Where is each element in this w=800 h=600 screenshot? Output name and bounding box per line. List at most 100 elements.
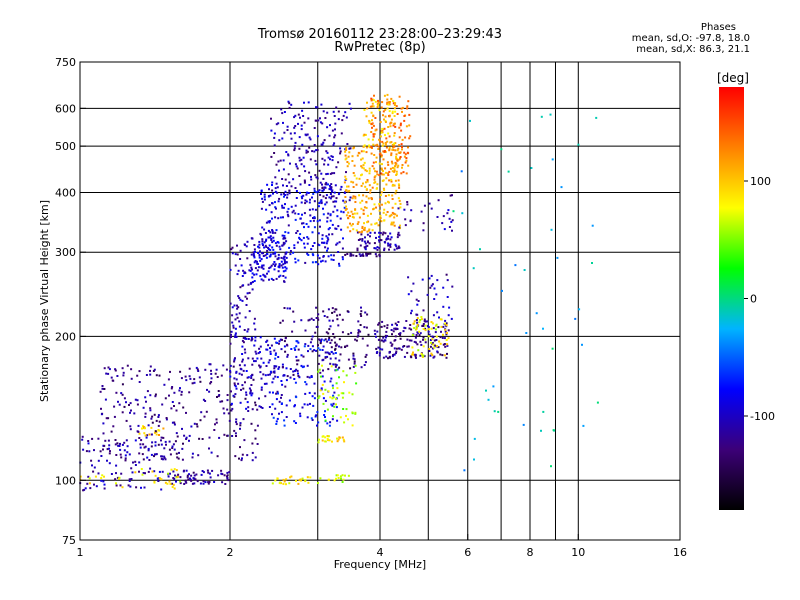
- x-tick-label: 8: [527, 546, 534, 559]
- data-point: [178, 402, 181, 405]
- data-point: [371, 138, 374, 141]
- data-point: [239, 249, 242, 252]
- data-point: [268, 236, 271, 239]
- data-point: [202, 398, 205, 401]
- data-point: [138, 470, 140, 473]
- data-point: [424, 338, 427, 341]
- data-point: [379, 217, 382, 220]
- data-point: [297, 341, 300, 344]
- data-point: [251, 281, 254, 283]
- data-point: [165, 443, 167, 446]
- data-point: [252, 254, 255, 257]
- data-point: [387, 126, 390, 128]
- data-point: [378, 174, 381, 177]
- data-point: [301, 197, 304, 200]
- data-point: [298, 236, 301, 239]
- data-point: [365, 151, 368, 154]
- data-point: [294, 163, 297, 166]
- data-point: [151, 441, 154, 444]
- data-point: [294, 404, 296, 407]
- data-point: [399, 124, 402, 127]
- data-point: [336, 215, 339, 218]
- data-point: [305, 200, 308, 203]
- data-point: [105, 417, 108, 420]
- data-point: [292, 370, 295, 373]
- data-point: [302, 365, 305, 368]
- data-point: [393, 339, 396, 342]
- data-point: [216, 455, 219, 458]
- data-point: [170, 387, 173, 390]
- data-point: [354, 364, 357, 367]
- data-point: [154, 474, 157, 477]
- data-point: [366, 179, 369, 181]
- data-point: [294, 422, 297, 424]
- data-point: [452, 210, 455, 213]
- data-point: [284, 194, 287, 196]
- data-point: [463, 469, 466, 472]
- data-point: [386, 324, 389, 327]
- data-point: [247, 338, 250, 340]
- data-point: [369, 231, 372, 234]
- data-point: [275, 244, 278, 247]
- data-point: [325, 194, 328, 197]
- data-point: [316, 177, 319, 180]
- data-point: [351, 424, 354, 427]
- data-point: [401, 110, 403, 113]
- data-point: [99, 450, 102, 453]
- data-point: [216, 376, 219, 378]
- data-point: [321, 237, 324, 240]
- data-point: [112, 425, 115, 428]
- data-point: [274, 479, 277, 482]
- data-point: [177, 457, 180, 460]
- data-point: [161, 403, 164, 406]
- data-point: [324, 246, 327, 249]
- data-point: [271, 241, 274, 244]
- data-point: [296, 167, 299, 170]
- data-point: [233, 384, 236, 387]
- data-point: [402, 345, 405, 348]
- data-point: [274, 201, 276, 204]
- data-point: [375, 206, 377, 209]
- data-point: [144, 412, 147, 415]
- data-point: [285, 367, 288, 370]
- data-point: [246, 330, 249, 333]
- data-point: [122, 374, 125, 377]
- data-point: [295, 368, 298, 371]
- data-point: [345, 171, 347, 174]
- data-point: [345, 214, 348, 217]
- data-point: [323, 163, 326, 166]
- data-point: [329, 325, 332, 328]
- data-point: [145, 436, 148, 439]
- data-point: [345, 146, 348, 149]
- data-point: [443, 343, 446, 345]
- data-point: [242, 341, 245, 344]
- data-point: [418, 321, 421, 324]
- data-point: [114, 443, 117, 446]
- data-point: [120, 472, 123, 475]
- data-point: [270, 211, 273, 214]
- data-point: [341, 258, 344, 261]
- data-point: [355, 382, 358, 385]
- data-point: [107, 417, 110, 420]
- data-point: [360, 306, 362, 309]
- data-point: [260, 207, 263, 210]
- data-point: [360, 366, 363, 369]
- data-point: [329, 362, 332, 365]
- data-point: [315, 149, 318, 152]
- data-point: [368, 167, 371, 170]
- data-point: [97, 437, 100, 440]
- data-point: [250, 377, 253, 379]
- data-point: [236, 307, 239, 310]
- data-point: [309, 402, 311, 405]
- data-point: [444, 328, 447, 331]
- data-point: [177, 473, 180, 476]
- data-point: [345, 408, 348, 411]
- data-point: [328, 319, 331, 322]
- data-point: [148, 433, 151, 436]
- data-point: [208, 436, 211, 439]
- data-point: [333, 336, 336, 339]
- data-point: [386, 140, 389, 143]
- data-point: [385, 213, 388, 216]
- data-point: [342, 408, 345, 410]
- data-point: [333, 479, 336, 482]
